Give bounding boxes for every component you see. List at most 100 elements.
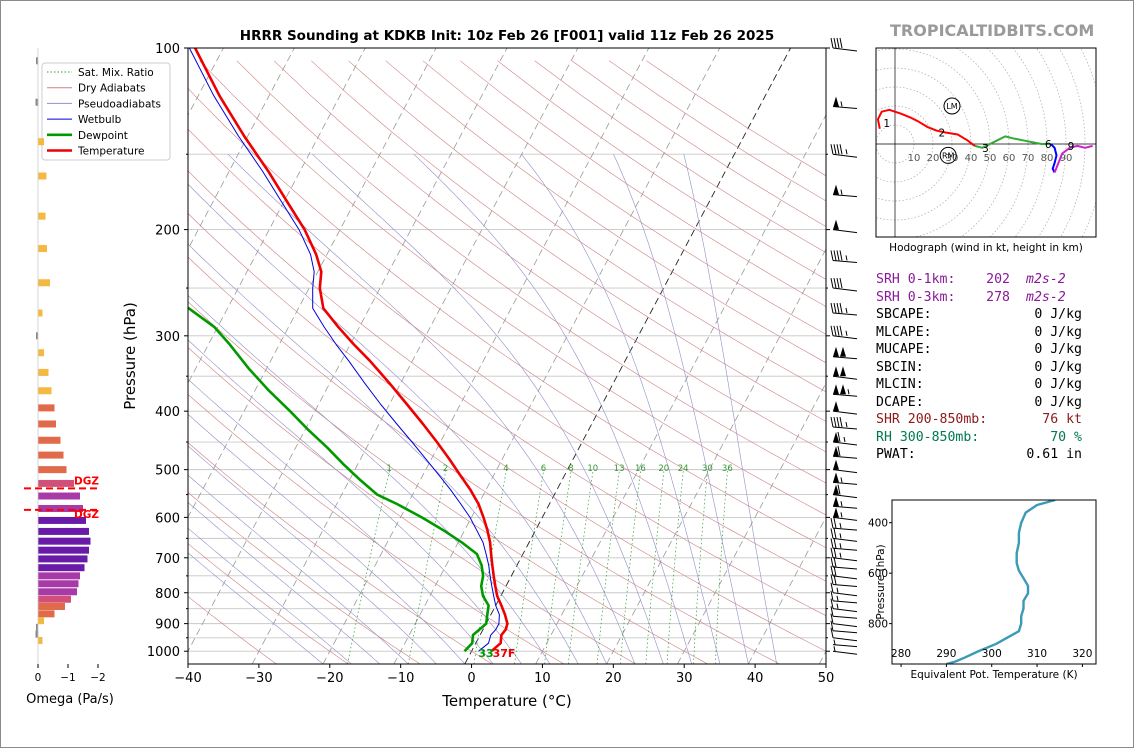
mixing-ratio-label: 13 — [614, 464, 625, 474]
profile-temperature — [193, 48, 509, 653]
hodograph-ring-label: 30 — [946, 153, 959, 164]
wind-barb-half — [839, 533, 842, 539]
wind-barb-full — [830, 565, 834, 576]
wind-barb-full — [833, 574, 837, 585]
wind-barb — [830, 250, 858, 263]
wind-barb-flag — [840, 366, 846, 377]
wind-barb-half — [845, 330, 848, 336]
wind-barb-full — [833, 325, 837, 336]
pseudoadiabat — [188, 474, 409, 664]
wind-barb-full — [839, 277, 843, 289]
wind-barb — [830, 556, 858, 570]
omega-bar — [38, 466, 67, 474]
wind-barb-staff — [832, 481, 858, 485]
wind-barb-flag — [840, 346, 846, 357]
omega-bar — [38, 420, 56, 428]
wind-barb-half — [845, 255, 848, 261]
wind-barb-half — [836, 603, 839, 609]
mixing-ratio-line — [715, 469, 728, 664]
isotherm-zero-line — [464, 48, 791, 664]
wind-barb-flag — [833, 219, 839, 230]
storm-motion-marker — [939, 146, 957, 164]
dgz-label: DGZ — [74, 475, 99, 487]
y-tick-label: 900 — [155, 618, 180, 633]
x-tick-label: 30 — [676, 671, 693, 686]
isotherm-line — [251, 48, 579, 664]
wind-barb-half — [839, 543, 842, 549]
x-tick-label: 10 — [534, 671, 551, 686]
pseudoadiabat — [521, 154, 721, 664]
hodograph-ring-label: 40 — [965, 153, 978, 164]
stat-row: MLCIN: 0 J/kg — [876, 377, 1096, 395]
isotherm-line — [606, 248, 826, 664]
omega-panel: DGZ DGZ 0 −1 −2 — [24, 48, 106, 684]
omega-bar — [38, 610, 55, 618]
wind-barb — [832, 459, 858, 474]
pseudoadiabat — [188, 413, 466, 664]
stat-label: MLCIN: — [876, 377, 924, 392]
hodograph-segment — [1053, 144, 1093, 173]
x-tick-label: 50 — [818, 671, 835, 686]
wind-barb-staff — [832, 615, 858, 619]
hodograph-height-label: 1 — [883, 118, 890, 130]
skewt-y-axis-label: Pressure (hPa) — [121, 302, 139, 410]
mixing-ratio-line — [544, 469, 572, 664]
dry-adiabat — [188, 442, 493, 664]
hodograph-plot-area: 10 20 30 40 50 60 70 80 90 LM RM 1 2 3 6 9 — [876, 48, 1096, 237]
wind-barb-full — [833, 37, 837, 49]
wind-barb-staff — [832, 516, 858, 521]
wind-barb-full — [833, 556, 837, 568]
hodograph-height-label: 3 — [982, 143, 989, 155]
wind-barb — [832, 346, 858, 360]
isotherm-line — [322, 48, 650, 664]
skewt-profiles — [188, 48, 509, 653]
wind-barb-half — [847, 389, 850, 395]
x-tick-label: 20 — [605, 671, 622, 686]
isotherm-line — [747, 516, 826, 664]
hodograph-height-label: 9 — [1068, 141, 1075, 153]
stat-unit: m2s-2 — [1026, 272, 1066, 287]
legend-entry: Dry Adiabats — [78, 83, 146, 95]
y-tick-label: 300 — [155, 330, 180, 345]
wind-barb — [830, 325, 858, 340]
mixing-ratio-label: 4 — [503, 464, 508, 474]
wind-barb-full — [833, 277, 837, 289]
wind-barb-staff — [832, 393, 858, 397]
isotherm-line — [535, 114, 826, 664]
omega-bar — [36, 623, 38, 631]
wind-barb — [832, 384, 858, 397]
hodograph-ring-label: 10 — [908, 153, 921, 164]
omega-bar — [38, 172, 47, 180]
surface-dewpoint-label: 33 — [478, 647, 493, 660]
wind-barb-full — [830, 37, 834, 49]
wind-barb-full — [830, 598, 834, 609]
wind-barb-full — [830, 528, 834, 539]
omega-bar — [36, 57, 38, 65]
stat-value: 278 — [986, 289, 1010, 305]
omega-bar — [36, 332, 38, 340]
hodograph-height-label: 2 — [938, 128, 945, 140]
wind-barb-staff — [832, 557, 858, 562]
omega-bar — [38, 555, 88, 563]
wind-barb — [832, 496, 858, 509]
dry-adiabat — [188, 128, 826, 582]
hodograph-panel: 10 20 30 40 50 60 70 80 90 LM RM 1 2 3 6 9 — [876, 48, 1096, 237]
wind-barb-staff — [832, 375, 858, 380]
wind-barb — [830, 547, 858, 562]
wind-barb-staff — [832, 527, 858, 531]
stat-row: SHR 200-850mb: 76 kt — [876, 412, 1096, 430]
theta-e-x-tick-label: 310 — [1027, 648, 1047, 660]
wind-barb-full — [839, 302, 843, 314]
pseudoadiabat — [188, 445, 437, 664]
y-tick-label: 1000 — [147, 645, 180, 660]
omega-bar — [38, 404, 55, 412]
wind-barb — [832, 219, 858, 234]
wind-barb-full — [836, 250, 840, 261]
dry-adiabat — [311, 60, 826, 422]
wind-barb-flag — [833, 432, 839, 443]
wind-barb-half — [840, 501, 843, 507]
wind-barb-full — [836, 277, 840, 289]
wind-barb — [832, 366, 858, 380]
omega-bar — [38, 436, 61, 444]
wind-barb-staff — [832, 410, 858, 415]
